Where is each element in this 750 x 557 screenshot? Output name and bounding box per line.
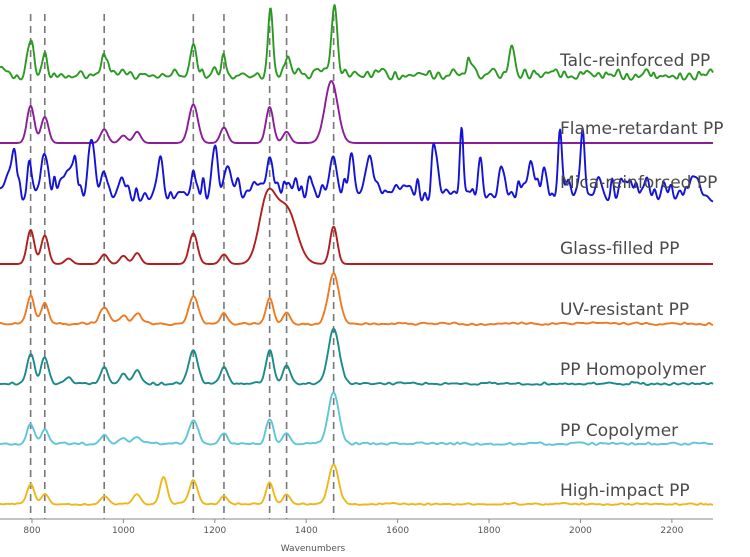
reference-lines (29, 14, 335, 519)
series-line-0 (0, 4, 714, 81)
x-tick-label-7: 2200 (660, 526, 683, 536)
x-axis: 800 1000 1200 1400 1600 1800 2000 2200 Wavenumb… (0, 518, 713, 554)
x-tick-label-2: 1200 (203, 526, 226, 536)
series-label-7: High-impact PP (560, 481, 690, 501)
x-tick-label-6: 2000 (569, 526, 592, 536)
series-group (0, 4, 714, 506)
series-label-5: PP Homopolymer (560, 360, 706, 380)
series-label-6: PP Copolymer (560, 421, 678, 441)
series-line-1 (0, 80, 714, 144)
series-line-3 (0, 187, 714, 265)
series-labels: Talc-reinforced PP Flame-retardant PP Mica… (559, 51, 723, 501)
series-line-2 (0, 126, 714, 203)
series-label-4: UV-resistant PP (560, 300, 689, 320)
x-axis-title: Wavenumbers (281, 544, 346, 554)
x-tick-label-4: 1600 (386, 526, 409, 536)
series-line-7 (0, 463, 714, 506)
x-tick-label-0: 800 (23, 526, 40, 536)
x-tick-label-5: 1800 (478, 526, 501, 536)
x-tick-label-3: 1400 (295, 526, 318, 536)
series-label-2: Mica-reinforced PP (560, 173, 717, 193)
series-label-1: Flame-retardant PP (560, 119, 723, 139)
series-line-4 (0, 272, 714, 326)
x-axis-ticks: 800 1000 1200 1400 1600 1800 2000 2200 (23, 519, 684, 536)
x-tick-label-1: 1000 (112, 526, 135, 536)
series-line-5 (0, 327, 714, 386)
series-label-0: Talc-reinforced PP (559, 51, 710, 71)
series-line-6 (0, 391, 714, 446)
series-label-3: Glass-filled PP (560, 239, 679, 259)
